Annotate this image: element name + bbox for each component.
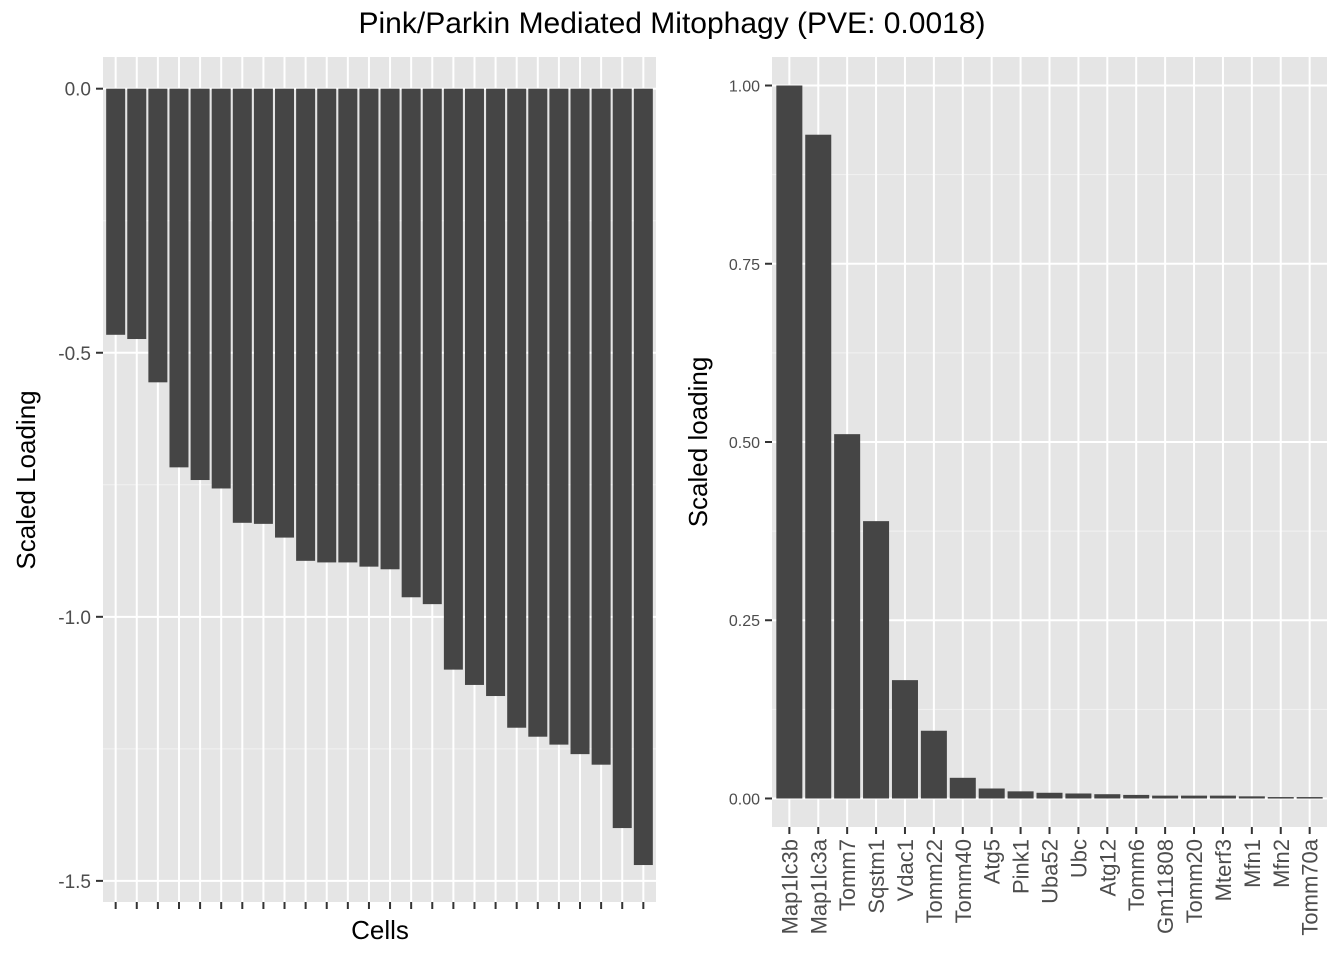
cell-bar (232, 88, 252, 523)
gene-bar-mfn1 (1238, 796, 1265, 799)
cell-bar (296, 88, 316, 561)
gene-label-map1lc3b: Map1lc3b (777, 839, 802, 934)
cell-bar (591, 88, 611, 765)
cell-bar (359, 88, 379, 567)
gene-label-gm11808: Gm11808 (1153, 839, 1178, 934)
cell-bar (169, 88, 189, 468)
right-y-axis-title: Scaled loading (683, 357, 713, 528)
gene-bar-map1lc3a (805, 134, 832, 799)
cells-loading-panel: 0.0 -0.5 -1.0 -1.5 Cells Scaled Loading (11, 57, 656, 945)
cell-bar (106, 88, 126, 335)
gene-bar-tomm70a (1296, 797, 1323, 799)
left-y-tick-label: -1.0 (58, 608, 91, 629)
gene-label-atg5: Atg5 (980, 839, 1005, 884)
gene-label-atg12: Atg12 (1095, 839, 1120, 897)
cell-bar (528, 88, 548, 737)
gene-label-mterf3: Mterf3 (1211, 839, 1236, 901)
cell-bar (148, 88, 168, 383)
cell-bar (464, 88, 484, 685)
gene-label-mfn1: Mfn1 (1240, 839, 1265, 888)
gene-bar-uba52 (1036, 792, 1063, 799)
gene-label-uba52: Uba52 (1038, 839, 1063, 904)
cell-bar (211, 88, 231, 489)
cell-bar (317, 88, 337, 563)
gene-bar-tomm6 (1123, 794, 1150, 799)
gene-label-tomm70a: Tomm70a (1298, 838, 1323, 935)
cell-bar (507, 88, 527, 728)
cell-bar (338, 88, 358, 563)
cell-bar (422, 88, 442, 605)
right-x-axis: Map1lc3b Map1lc3a Tomm7 Sqstm1 Vdac1 Tomm22 To… (777, 827, 1323, 936)
gene-label-vdac1: Vdac1 (893, 839, 918, 901)
cell-bar (612, 88, 632, 829)
cell-bar (253, 88, 273, 524)
cell-bar (549, 88, 569, 745)
right-y-tick-label: 1.00 (729, 79, 760, 96)
cell-bar (127, 88, 147, 340)
gene-loading-panel: 0.000.250.500.751.00 Map1lc3b Map1lc3a Tom… (683, 57, 1327, 936)
chart-title: Pink/Parkin Mediated Mitophagy (PVE: 0.0… (359, 7, 986, 40)
gene-label-tomm7: Tomm7 (835, 839, 860, 911)
gene-label-tomm22: Tomm22 (922, 839, 947, 923)
right-y-tick-label: 0.50 (729, 435, 760, 452)
gene-label-tomm20: Tomm20 (1182, 839, 1207, 923)
cell-bar (401, 88, 421, 598)
right-y-tick-label: 0.75 (729, 257, 760, 274)
gene-label-sqstm1: Sqstm1 (864, 839, 889, 914)
cell-bar (190, 88, 210, 481)
gene-label-map1lc3a: Map1lc3a (806, 838, 831, 934)
left-y-axis-title: Scaled Loading (11, 390, 41, 569)
gene-label-ubc: Ubc (1066, 839, 1091, 878)
gene-bar-vdac1 (891, 680, 918, 799)
right-y-tick-label: 0.00 (729, 791, 760, 808)
cell-bar (275, 88, 295, 538)
left-bars (106, 88, 653, 866)
gene-bar-ubc (1065, 793, 1092, 799)
right-y-axis: 0.00 0.25 0.50 0.75 1.00 (729, 79, 772, 808)
gene-bar-atg5 (978, 788, 1005, 799)
cell-bar (443, 88, 463, 670)
gene-bar-gm11808 (1152, 795, 1179, 799)
left-x-axis (114, 902, 645, 909)
gene-bar-mfn2 (1267, 797, 1294, 799)
left-y-tick-label: -1.5 (58, 872, 91, 893)
left-x-axis-title: Cells (351, 915, 409, 945)
gene-label-mfn2: Mfn2 (1269, 839, 1294, 888)
gene-bar-tomm20 (1181, 795, 1208, 799)
gene-bar-map1lc3b (776, 85, 803, 799)
cell-bar (570, 88, 590, 755)
cell-bar (486, 88, 506, 697)
cell-bar (380, 88, 400, 570)
left-y-tick-label: 0.0 (65, 80, 91, 101)
right-bars (776, 85, 1323, 799)
gene-bar-tomm40 (949, 777, 976, 799)
gene-bar-sqstm1 (863, 521, 890, 799)
cell-bar (633, 88, 653, 866)
right-y-tick-label: 0.25 (729, 613, 760, 630)
gene-bar-mterf3 (1209, 795, 1236, 799)
gene-label-tomm40: Tomm40 (951, 839, 976, 923)
gene-bar-tomm7 (834, 434, 861, 799)
gene-label-tomm6: Tomm6 (1124, 839, 1149, 911)
gene-label-pink1: Pink1 (1009, 839, 1034, 894)
gene-bar-pink1 (1007, 791, 1034, 799)
gene-bar-tomm22 (920, 730, 947, 799)
left-y-tick-label: -0.5 (58, 344, 91, 365)
left-y-axis: 0.0 -0.5 -1.0 -1.5 (58, 80, 103, 893)
gene-bar-atg12 (1094, 794, 1121, 799)
